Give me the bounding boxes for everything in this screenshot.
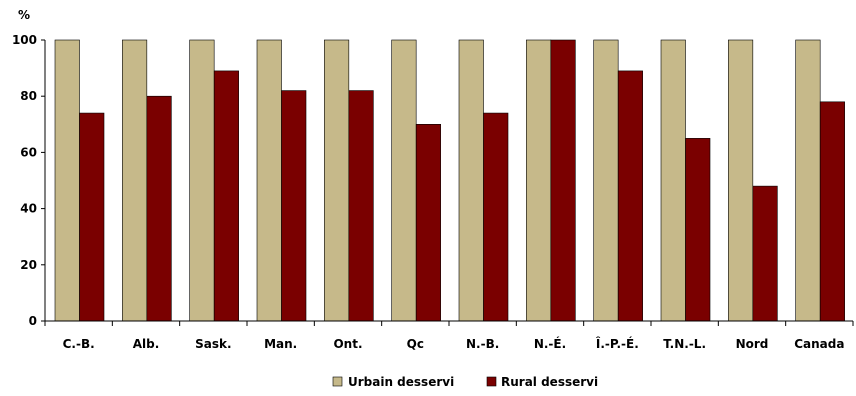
- y-ticks-group: 0 20 40 60 80 100: [12, 33, 45, 328]
- bar-rural-3: [281, 90, 307, 322]
- bar-rural-2: [213, 70, 239, 322]
- bar-urbain-8: [593, 39, 619, 322]
- x-category-label: Canada: [794, 337, 844, 351]
- y-tick-label: 20: [20, 258, 37, 272]
- legend-swatch-rural: [486, 376, 497, 387]
- y-unit-label: %: [18, 8, 30, 22]
- bar-urbain-7: [526, 39, 552, 322]
- bar-urbain-4: [324, 39, 350, 322]
- legend: Urbain desservi Rural desservi: [332, 375, 598, 389]
- bar-rural-11: [819, 101, 845, 322]
- axes-group: [44, 40, 854, 326]
- bar-urbain-1: [122, 39, 148, 322]
- x-category-label: T.N.-L.: [663, 337, 706, 351]
- bar-urbain-3: [256, 39, 282, 322]
- y-tick-label: 100: [12, 33, 37, 47]
- bars-group: [54, 39, 845, 322]
- bar-urbain-10: [728, 39, 754, 322]
- bar-urbain-2: [189, 39, 215, 322]
- x-labels-group: C.-B. Alb. Sask. Man. Ont. Qc N.-B. N.-É. Î.-P.-…: [63, 336, 845, 351]
- y-tick-label: 40: [20, 202, 37, 216]
- y-tick-label: 60: [20, 145, 37, 159]
- bar-rural-7: [550, 39, 576, 322]
- bar-urbain-5: [391, 39, 417, 322]
- x-category-label: Alb.: [133, 337, 160, 351]
- bar-rural-8: [617, 70, 643, 322]
- bar-urbain-0: [54, 39, 80, 322]
- bar-rural-4: [348, 90, 374, 322]
- bar-urbain-9: [660, 39, 686, 322]
- bar-rural-10: [752, 185, 778, 322]
- x-category-label: Ont.: [333, 337, 362, 351]
- bar-urbain-11: [795, 39, 821, 322]
- legend-label-rural: Rural desservi: [501, 375, 598, 389]
- legend-label-urbain: Urbain desservi: [348, 375, 454, 389]
- x-category-label: Î.-P.-É.: [596, 336, 639, 351]
- x-category-label: Nord: [736, 337, 769, 351]
- bar-rural-6: [483, 112, 509, 322]
- legend-swatch-urbain: [332, 376, 343, 387]
- x-category-label: N.-É.: [534, 336, 566, 351]
- bar-rural-5: [415, 124, 441, 322]
- bar-rural-9: [685, 138, 711, 322]
- bar-urbain-6: [458, 39, 484, 322]
- bar-rural-0: [79, 112, 105, 322]
- x-category-label: Man.: [264, 337, 297, 351]
- y-tick-label: 0: [29, 314, 37, 328]
- y-tick-label: 80: [20, 89, 37, 103]
- bar-rural-1: [146, 95, 172, 322]
- x-category-label: Qc: [407, 337, 424, 351]
- x-category-label: N.-B.: [466, 337, 499, 351]
- x-category-label: Sask.: [195, 337, 231, 351]
- x-category-label: C.-B.: [63, 337, 95, 351]
